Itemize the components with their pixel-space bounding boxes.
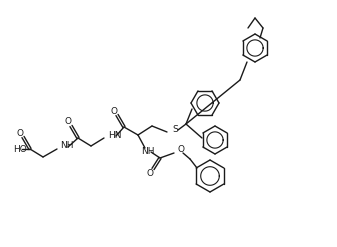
Text: O: O xyxy=(111,106,118,116)
Text: O: O xyxy=(147,168,153,178)
Text: HO: HO xyxy=(13,144,27,153)
Text: NH: NH xyxy=(60,142,73,150)
Text: O: O xyxy=(64,118,71,126)
Text: NH: NH xyxy=(141,147,154,157)
Text: O: O xyxy=(17,128,24,138)
Text: S: S xyxy=(172,124,178,133)
Text: HN: HN xyxy=(108,130,122,140)
Text: O: O xyxy=(178,145,185,155)
